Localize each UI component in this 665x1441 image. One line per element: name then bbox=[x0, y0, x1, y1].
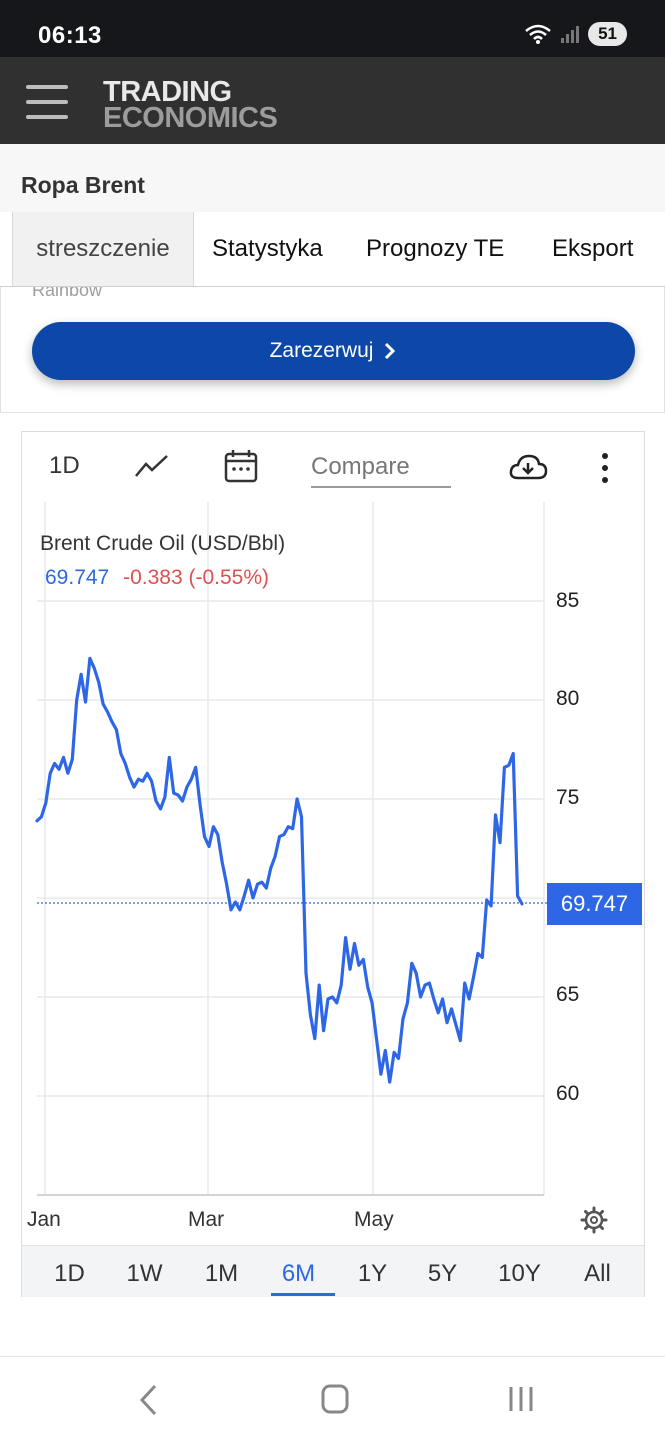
tab-statystyka[interactable]: Statystyka bbox=[212, 235, 323, 262]
price-series-line bbox=[35, 656, 524, 1084]
wifi-icon bbox=[525, 24, 551, 44]
system-nav-bar bbox=[0, 1356, 665, 1441]
cloud-download-icon[interactable] bbox=[508, 452, 548, 487]
book-button[interactable]: Zarezerwuj bbox=[32, 322, 635, 380]
price-chart[interactable] bbox=[22, 502, 644, 1202]
interval-button[interactable]: 1D bbox=[49, 452, 80, 479]
last-price-badge: 69.747 bbox=[547, 883, 642, 925]
y-tick-label: 60 bbox=[556, 1082, 580, 1105]
calendar-icon[interactable] bbox=[223, 448, 259, 489]
home-icon[interactable] bbox=[320, 1383, 350, 1420]
range-1m[interactable]: 1M bbox=[204, 1260, 239, 1287]
page-title: Ropa Brent bbox=[21, 172, 145, 198]
more-vertical-icon[interactable] bbox=[600, 452, 610, 489]
y-tick-label: 65 bbox=[556, 983, 580, 1006]
range-6m[interactable]: 6M bbox=[281, 1260, 316, 1287]
gear-icon[interactable] bbox=[580, 1206, 608, 1239]
back-icon[interactable] bbox=[138, 1383, 160, 1422]
trading-economics-logo[interactable]: TRADING ECONOMICS bbox=[103, 76, 278, 134]
change-value: -0.383 (-0.55%) bbox=[123, 566, 269, 589]
y-tick-label: 75 bbox=[556, 786, 580, 809]
book-button-label: Zarezerwuj bbox=[269, 339, 374, 362]
x-tick-label: Mar bbox=[188, 1208, 225, 1231]
range-all[interactable]: All bbox=[584, 1260, 611, 1287]
ad-label: Rainbow bbox=[32, 287, 103, 300]
range-selector: 1D 1W 1M 6M 1Y 5Y 10Y All bbox=[22, 1245, 644, 1297]
x-tick-label: Jan bbox=[27, 1208, 61, 1231]
compare-input[interactable]: Compare bbox=[311, 450, 451, 488]
line-chart-icon[interactable] bbox=[134, 452, 170, 485]
logo-line1: TRADING bbox=[103, 76, 232, 108]
signal-icon bbox=[561, 26, 580, 43]
chevron-right-icon bbox=[385, 342, 396, 360]
last-value: 69.747 bbox=[45, 566, 110, 589]
battery-indicator: 51 bbox=[588, 22, 627, 46]
status-bar: 06:13 51 bbox=[0, 0, 665, 57]
status-time: 06:13 bbox=[38, 22, 102, 49]
range-5y[interactable]: 5Y bbox=[427, 1260, 458, 1287]
tab-eksport[interactable]: Eksport bbox=[552, 235, 634, 262]
tab-prognozy[interactable]: Prognozy TE bbox=[366, 235, 505, 262]
range-10y[interactable]: 10Y bbox=[498, 1260, 541, 1287]
ad-banner: Rainbow Zarezerwuj bbox=[0, 287, 665, 413]
active-range-indicator bbox=[271, 1293, 335, 1296]
chart-card: 1D Compare Brent Crude Oil (USD/Bbl) bbox=[21, 431, 645, 1297]
hamburger-icon[interactable] bbox=[26, 85, 68, 119]
range-1d[interactable]: 1D bbox=[54, 1260, 85, 1287]
chart-values: 69.747 -0.383 (-0.55%) bbox=[45, 566, 269, 590]
status-icons: 51 bbox=[524, 22, 627, 46]
y-tick-label: 85 bbox=[556, 589, 580, 612]
range-1w[interactable]: 1W bbox=[126, 1260, 163, 1287]
tab-bar: streszczenie Statystyka Prognozy TE Eksp… bbox=[0, 212, 665, 287]
y-tick-label: 80 bbox=[556, 687, 580, 710]
recents-icon[interactable] bbox=[506, 1383, 536, 1420]
x-tick-label: May bbox=[354, 1208, 394, 1231]
tab-streszczenie[interactable]: streszczenie bbox=[12, 212, 194, 286]
app-header: TRADING ECONOMICS bbox=[0, 57, 665, 144]
chart-title: Brent Crude Oil (USD/Bbl) bbox=[40, 532, 286, 555]
range-1y[interactable]: 1Y bbox=[357, 1260, 388, 1287]
title-bar: Ropa Brent bbox=[0, 144, 665, 213]
logo-line2: ECONOMICS bbox=[103, 102, 278, 134]
